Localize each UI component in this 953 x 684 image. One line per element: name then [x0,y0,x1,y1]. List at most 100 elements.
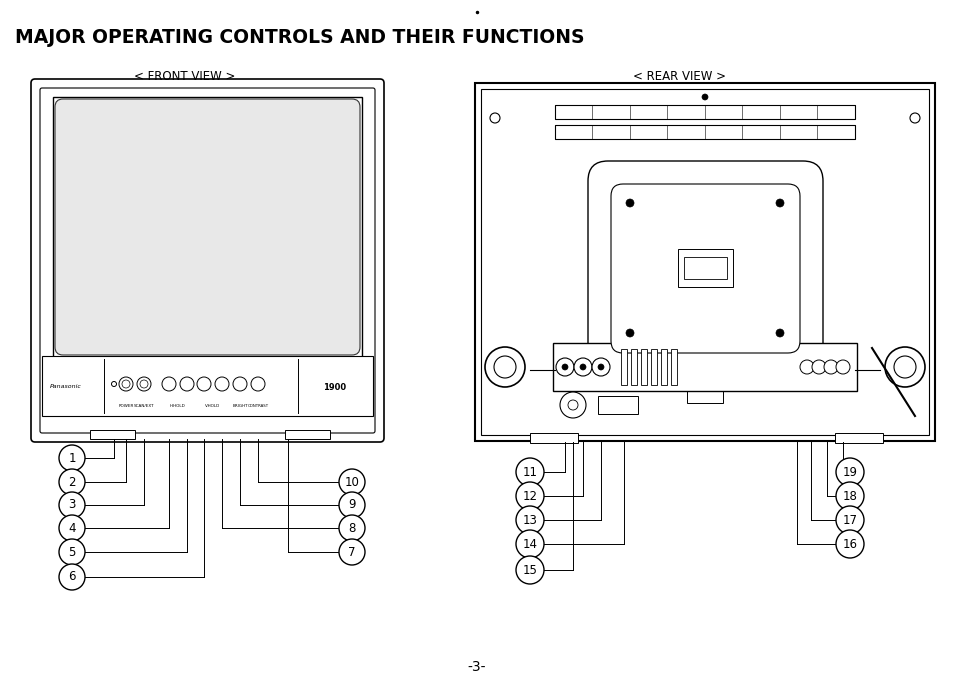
Text: Panasonic: Panasonic [50,384,82,389]
Circle shape [516,530,543,558]
Text: 3: 3 [69,499,75,512]
Circle shape [561,364,567,370]
Circle shape [775,329,783,337]
Circle shape [180,377,193,391]
Circle shape [559,392,585,418]
Text: SCAN/EXT: SCAN/EXT [133,404,154,408]
Circle shape [59,564,85,590]
Circle shape [214,377,229,391]
FancyBboxPatch shape [40,88,375,433]
Text: 7: 7 [348,546,355,559]
Text: 12: 12 [522,490,537,503]
Circle shape [556,358,574,376]
Circle shape [112,382,116,386]
Circle shape [59,539,85,565]
Text: 9: 9 [348,499,355,512]
Bar [555,125,854,139]
Circle shape [59,515,85,541]
Text: H.HOLD: H.HOLD [170,404,186,408]
Bar [475,83,934,441]
Text: 15: 15 [522,564,537,577]
Text: 14: 14 [522,538,537,551]
Circle shape [835,482,863,510]
Text: 4: 4 [69,521,75,534]
Text: 18: 18 [841,490,857,503]
Circle shape [811,360,825,374]
Circle shape [140,380,148,388]
Circle shape [516,482,543,510]
Text: POWER: POWER [118,404,133,408]
Bar [683,257,726,279]
Circle shape [119,377,132,391]
Circle shape [625,199,634,207]
Circle shape [579,364,585,370]
Circle shape [251,377,265,391]
FancyBboxPatch shape [30,79,384,442]
Text: 10: 10 [344,475,359,488]
Bar [650,349,657,385]
Text: < REAR VIEW >: < REAR VIEW > [633,70,726,83]
Circle shape [823,360,837,374]
Circle shape [59,492,85,518]
Text: 6: 6 [69,570,75,583]
Bar [630,349,637,385]
Circle shape [484,347,524,387]
Bar [553,343,856,391]
Circle shape [516,458,543,486]
Circle shape [775,199,783,207]
Bar [686,381,722,403]
Bar [620,349,626,385]
Bar [660,349,666,385]
Circle shape [835,530,863,558]
Text: 11: 11 [522,466,537,479]
Text: 8: 8 [348,521,355,534]
Circle shape [494,356,516,378]
FancyBboxPatch shape [587,161,822,376]
Bar [42,356,373,416]
Text: 1900: 1900 [323,384,346,393]
Text: 13: 13 [522,514,537,527]
Circle shape [233,377,247,391]
Circle shape [835,360,849,374]
Text: 5: 5 [69,546,75,559]
Circle shape [338,515,365,541]
Circle shape [893,356,915,378]
Bar [480,89,928,435]
Circle shape [567,400,578,410]
Bar [670,349,677,385]
Text: -3-: -3- [467,660,486,674]
FancyBboxPatch shape [55,99,359,355]
Circle shape [162,377,175,391]
Text: 17: 17 [841,514,857,527]
Circle shape [800,360,813,374]
Circle shape [338,492,365,518]
Circle shape [701,94,707,100]
Text: 16: 16 [841,538,857,551]
Text: CONTRAST: CONTRAST [247,404,269,408]
Circle shape [196,377,211,391]
Circle shape [59,445,85,471]
Bar [678,249,732,287]
Circle shape [909,113,919,123]
Text: < FRONT VIEW >: < FRONT VIEW > [134,70,235,83]
Bar [598,396,638,414]
Text: BRIGHT: BRIGHT [232,404,248,408]
Circle shape [884,347,924,387]
Circle shape [137,377,151,391]
Circle shape [835,506,863,534]
Circle shape [598,364,603,370]
Circle shape [59,469,85,495]
Bar [285,430,330,439]
Text: 19: 19 [841,466,857,479]
Text: V.HOLD: V.HOLD [205,404,220,408]
Circle shape [592,358,609,376]
Circle shape [516,556,543,584]
Bar [555,105,854,119]
Circle shape [338,539,365,565]
Bar [682,365,726,375]
Circle shape [490,113,499,123]
Bar [640,349,646,385]
FancyBboxPatch shape [610,184,800,353]
Text: MAJOR OPERATING CONTROLS AND THEIR FUNCTIONS: MAJOR OPERATING CONTROLS AND THEIR FUNCT… [15,28,584,47]
Circle shape [516,506,543,534]
